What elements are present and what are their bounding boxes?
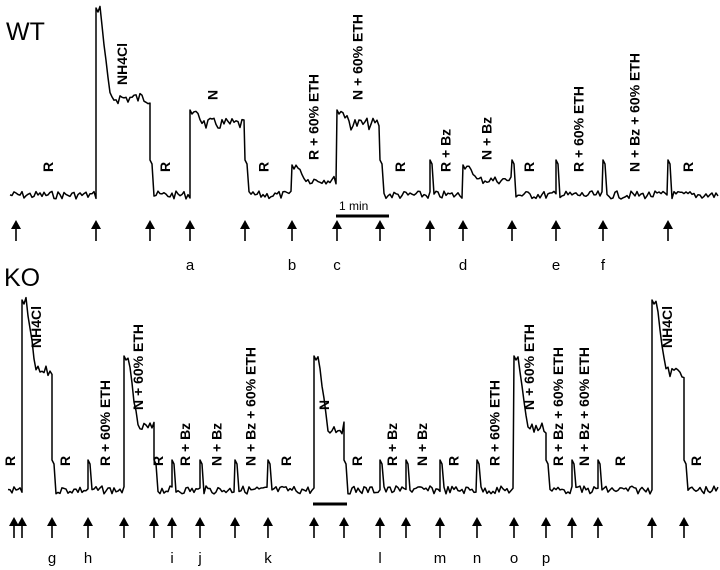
arrow-icon [263,517,273,526]
segment-label: R [2,456,18,466]
segment-label: R [40,162,56,172]
segment-label: R [521,162,537,172]
trace-wt [9,5,719,200]
arrow-icon [593,517,603,526]
segment-label: R [688,456,704,466]
segment-label: R + 60% ETH [571,86,587,172]
segment-label: N + Bz + 60% ETH [576,347,592,466]
arrow-icon [401,517,411,526]
arrow-letter: f [601,257,606,274]
arrow-icon [507,220,517,229]
arrow-letter: h [84,550,92,567]
arrow-letter: o [510,550,518,567]
arrow-icon [509,517,519,526]
arrow-letter: l [378,550,381,567]
scale-bar-label: 1 min [339,199,368,213]
arrow-letter: c [333,257,341,274]
arrow-icon [9,517,19,526]
arrow-icon [598,220,608,229]
segment-label: N [205,90,221,100]
arrow-icon [339,517,349,526]
arrow-icon [195,517,205,526]
segment-label: N + Bz + 60% ETH [627,53,643,172]
arrow-icon [83,517,93,526]
panel-label-wt: WT [6,18,45,46]
segment-label: R [157,162,173,172]
arrow-icon [91,220,101,229]
segment-label: R [256,162,272,172]
segment-label: R [150,456,166,466]
arrow-icon [332,220,342,229]
panel-label-ko: KO [4,264,40,292]
arrow-icon [240,220,250,229]
segment-label: N + Bz [209,423,225,466]
arrow-icon [11,220,21,229]
segment-label: R [278,456,294,466]
stimulus-arrows-ko: g h i j k l m n o p [9,517,689,567]
arrow-icon [47,517,57,526]
segment-label: R [57,456,73,466]
arrow-icon [230,517,240,526]
arrow-icon [375,517,385,526]
arrow-icon [567,517,577,526]
arrow-icon [185,220,195,229]
segment-label: NH4Cl [114,43,130,85]
arrow-icon [458,220,468,229]
arrow-letter: p [542,550,550,567]
arrow-icon [541,517,551,526]
arrow-icon [167,517,177,526]
segment-label: NH4Cl [659,306,675,348]
arrow-icon [663,220,673,229]
arrow-icon [425,220,435,229]
segment-label: R [392,162,408,172]
arrow-icon [435,517,445,526]
segment-label: R + Bz [438,129,454,172]
segment-label: N [316,400,332,410]
segment-label: N + Bz [479,117,495,160]
arrow-letter: m [434,550,447,567]
arrow-icon [17,517,27,526]
segment-label: R [349,456,365,466]
segment-label: N + 60% ETH [350,14,366,100]
arrow-letter: d [459,257,467,274]
segment-label: N + Bz [414,423,430,466]
arrow-icon [309,517,319,526]
arrow-icon [647,517,657,526]
segment-label: R [680,162,696,172]
segment-labels-wt: R NH4Cl R N R R + 60% ETH N + 60% ETH R R + Bz N … [40,14,696,172]
arrow-icon [119,517,129,526]
segment-label: N + 60% ETH [130,324,146,410]
trace-ko [7,296,719,495]
segment-label: R + Bz [177,423,193,466]
segment-label: R [446,456,462,466]
arrow-icon [551,220,561,229]
segment-label: R + 60% ETH [487,380,503,466]
arrow-letter: k [264,550,272,567]
segment-label: N + Bz + 60% ETH [243,347,259,466]
arrow-letter: g [48,550,56,567]
segment-label: R + Bz [384,423,400,466]
arrow-letter: b [288,257,296,274]
segment-label: R + 60% ETH [97,380,113,466]
segment-label: NH4Cl [28,306,44,348]
segment-label: R + Bz + 60% ETH [550,347,566,466]
arrow-letter: i [170,550,173,567]
arrow-letter: j [197,550,201,567]
segment-label: N + 60% ETH [521,324,537,410]
arrow-icon [287,220,297,229]
segment-labels-ko: R NH4Cl R R + 60% ETH N + 60% ETH R R + Bz N + … [2,306,704,466]
segment-label: R + 60% ETH [306,74,322,160]
arrow-icon [375,220,385,229]
stimulus-arrows-wt: a b c d e f [11,220,673,274]
arrow-letter: e [552,257,560,274]
segment-label: R [612,456,628,466]
arrow-icon [149,517,159,526]
arrow-letter: a [186,257,195,274]
arrow-icon [679,517,689,526]
arrow-icon [145,220,155,229]
arrow-letter: n [473,550,481,567]
arrow-icon [472,517,482,526]
